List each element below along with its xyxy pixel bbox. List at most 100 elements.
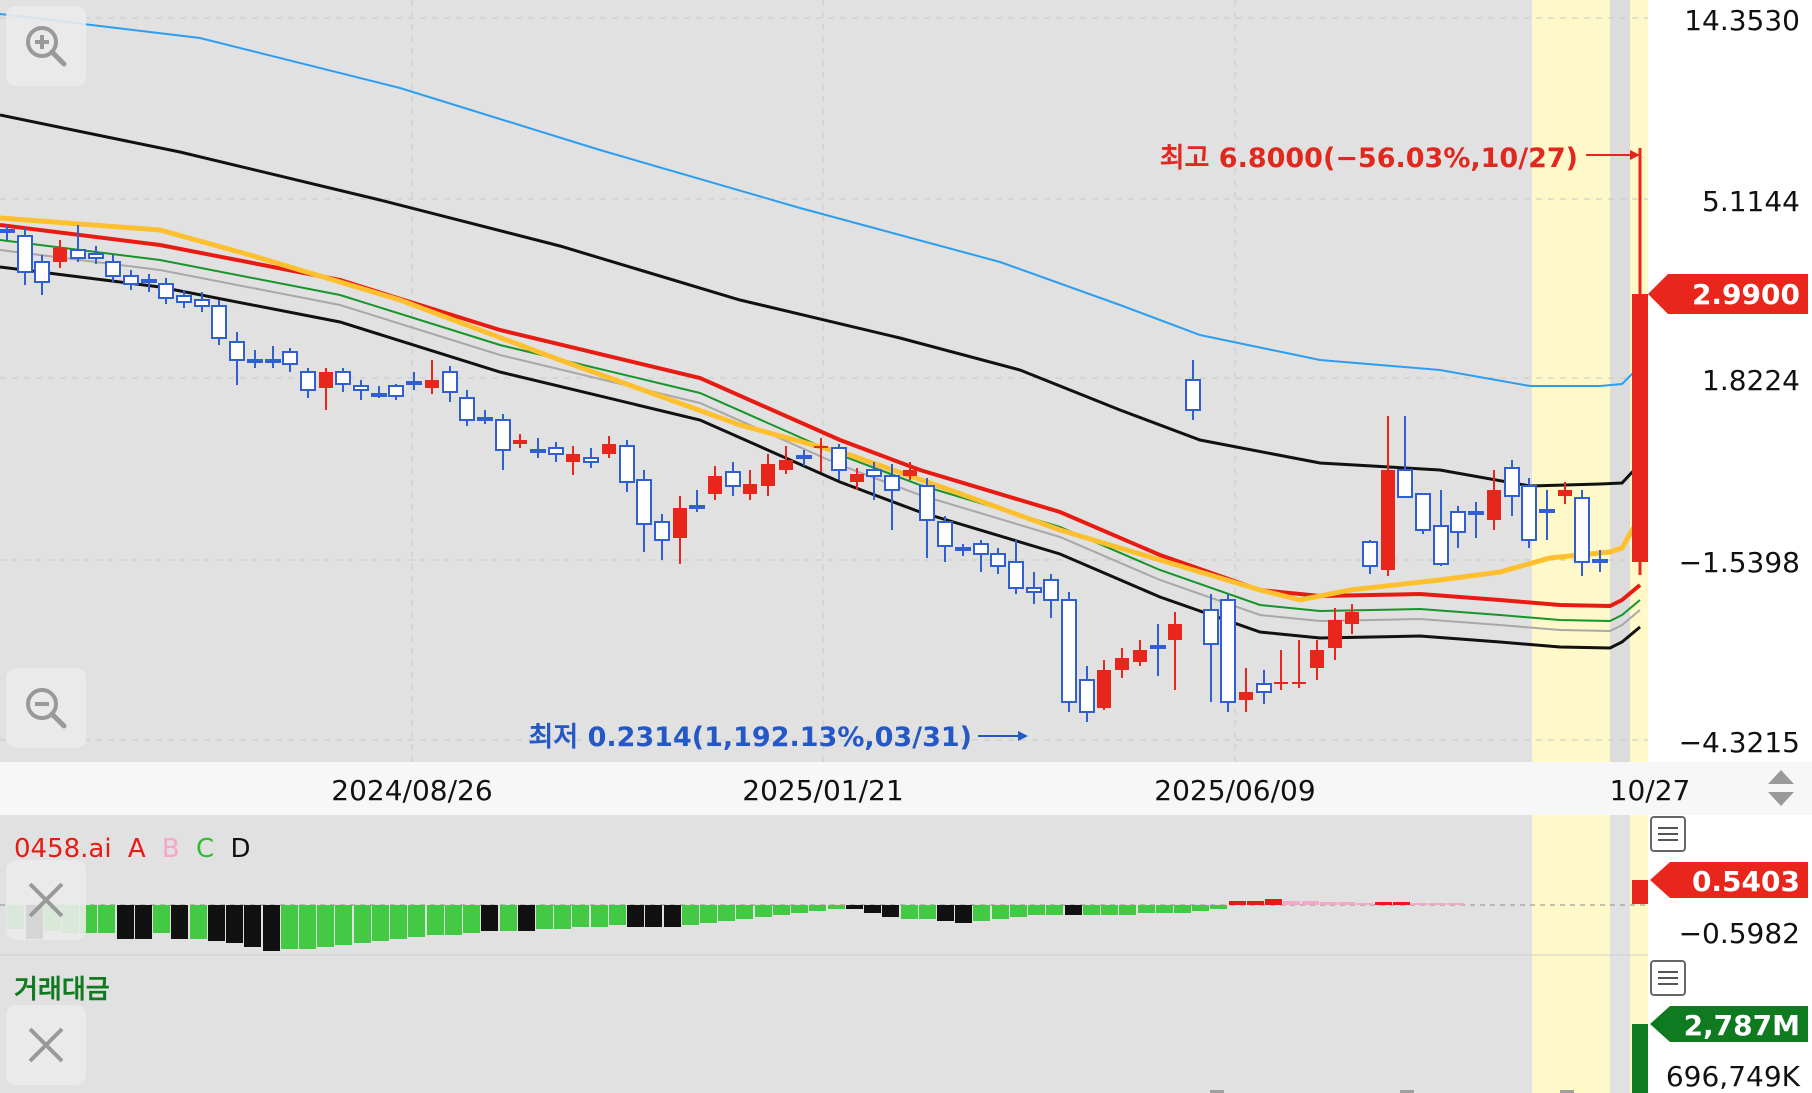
zoom-in-button[interactable] [6, 6, 86, 86]
price-tick-label: −1.5398 [1679, 546, 1800, 579]
candle-body [1274, 682, 1288, 684]
indicator-bar [536, 905, 553, 929]
zoom-out-button[interactable] [6, 668, 86, 748]
candle-body [34, 261, 50, 283]
close-indicator-button[interactable] [6, 860, 86, 940]
indicator-bar [682, 905, 699, 925]
date-tick-label: 2025/06/09 [1154, 774, 1315, 807]
volume-plot-background [0, 955, 1648, 1093]
candle-body [1310, 650, 1324, 668]
candle-body [1487, 490, 1501, 520]
svg-text:0458.ai A B: 0458.ai A B C D [14, 834, 250, 864]
indicator-bar [1320, 902, 1337, 905]
candle-body [141, 279, 157, 283]
indicator-bar [864, 905, 881, 913]
candle-body [247, 359, 263, 363]
candle-body [1345, 612, 1359, 624]
indicator-bar [427, 905, 444, 935]
candle-body [530, 449, 546, 453]
menu-icon [1658, 827, 1678, 829]
indicator-bar [1065, 905, 1082, 915]
volume-value-badge: 2,787M 696,749K [1632, 1006, 1808, 1093]
indicator-bar [664, 905, 681, 927]
menu-icon-line [1658, 977, 1678, 979]
candle-body [88, 253, 104, 259]
latest-column [1610, 0, 1630, 762]
candle-body [761, 464, 775, 486]
candle-body [1203, 609, 1219, 645]
candle-body [1574, 497, 1590, 563]
moving-average-gray [0, 249, 1641, 633]
candle-body [1220, 599, 1236, 703]
candle-body [442, 371, 458, 393]
candle-body [194, 299, 210, 307]
candle-body [1115, 658, 1129, 670]
candle-body [654, 521, 670, 541]
indicator-bar [1083, 905, 1100, 915]
indicator-bar [882, 905, 899, 917]
indicator-bar [244, 905, 261, 947]
close-icon [28, 1027, 64, 1063]
candle-body [70, 249, 86, 259]
candle-body [1415, 493, 1431, 531]
indicator-bar [135, 905, 152, 939]
axis-scroll-control[interactable] [1766, 768, 1796, 808]
indicator-bar [390, 905, 407, 939]
legend-c: C [196, 834, 214, 864]
candle-body [353, 385, 369, 391]
indicator-bar [299, 905, 316, 949]
indicator-bar [500, 905, 517, 931]
indicator-bar [463, 905, 480, 933]
candle-body [459, 397, 475, 421]
indicator-bar [335, 905, 352, 945]
candle-body [371, 393, 387, 397]
candle-body [1328, 620, 1342, 648]
indicator-bar [1119, 905, 1136, 915]
price-tick-label: 1.8224 [1702, 364, 1800, 397]
candle-body [725, 471, 741, 487]
indicator-value: 0.5403 [1692, 865, 1800, 898]
indicator-bar [1174, 905, 1191, 913]
volume-menu-button[interactable] [1650, 960, 1686, 996]
candle-body [884, 475, 900, 491]
close-volume-button[interactable] [6, 1005, 86, 1085]
indicator-menu-button[interactable] [1650, 816, 1686, 852]
low-annotation: 최저 0.2314(1,192.13%,03/31) [528, 722, 1028, 753]
candle-body [1185, 379, 1201, 411]
candle-body [1433, 525, 1449, 565]
indicator-bar [937, 905, 954, 921]
high-annotation: 최고 6.8000(−56.03%,10/27) [1160, 143, 1640, 174]
candle-body [1008, 561, 1024, 589]
candle-body [105, 261, 121, 277]
candle-body [973, 543, 989, 555]
indicator-bar [1247, 901, 1264, 905]
candle-body [831, 447, 847, 471]
highlight-column [1532, 0, 1610, 762]
candle-body [583, 457, 599, 463]
candle-body [708, 476, 722, 494]
candle-body [1079, 679, 1095, 713]
candle-body [1043, 579, 1059, 601]
indicator-bar [1156, 905, 1173, 913]
candle-body [229, 341, 245, 361]
candle-body [1632, 294, 1648, 562]
candle-body [990, 553, 1006, 567]
candle-body [1362, 541, 1378, 567]
close-icon [28, 882, 64, 918]
indicator-bar [736, 905, 753, 919]
indicator-bar [773, 905, 790, 915]
indicator-bar [700, 905, 717, 923]
candle-body [796, 455, 812, 459]
candle-body [158, 283, 174, 299]
indicator-bar [518, 905, 535, 931]
high-label: 최고 6.8000(−56.03%,10/27) [1160, 143, 1578, 174]
candle-body [955, 547, 971, 551]
indicator-bar [372, 905, 389, 941]
candle-body [53, 248, 67, 262]
candle-body [1292, 682, 1306, 684]
volume-bar [1400, 1090, 1414, 1093]
candle-body [0, 229, 15, 233]
candle-body [1061, 599, 1077, 703]
candle-body [176, 295, 192, 303]
